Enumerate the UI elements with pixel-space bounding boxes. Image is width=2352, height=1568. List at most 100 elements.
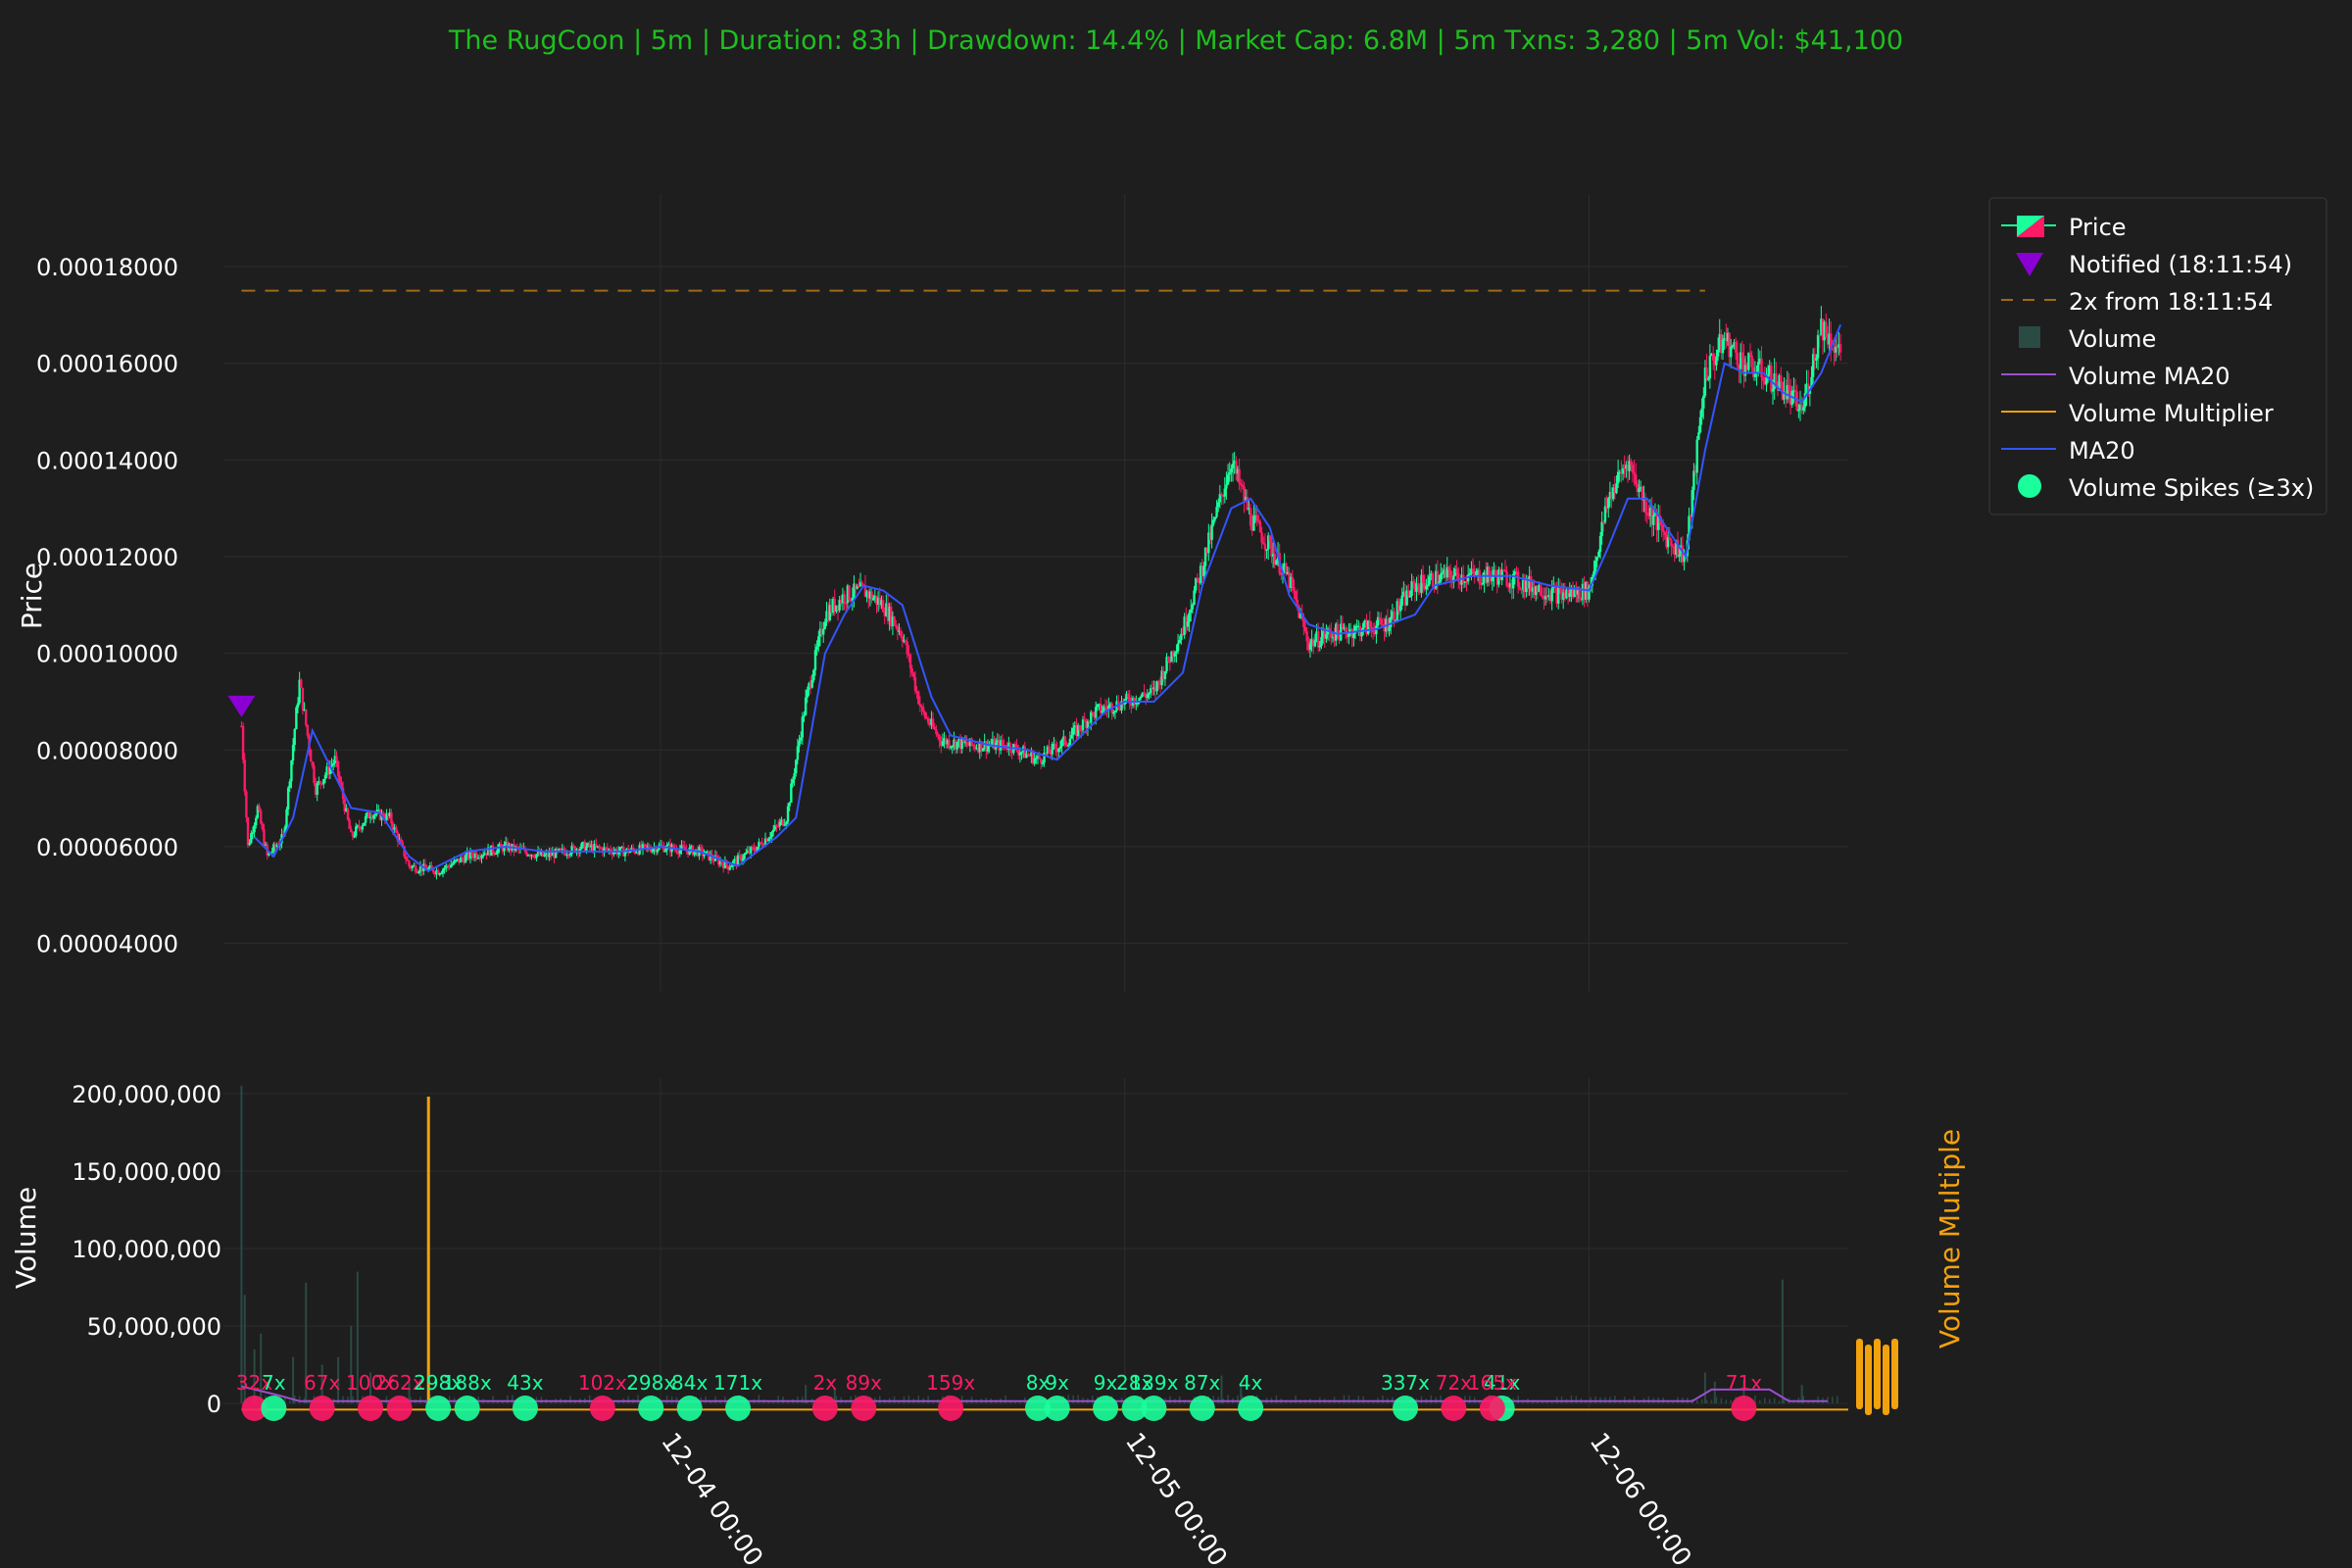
candle-body	[1573, 588, 1576, 598]
candle-body	[781, 819, 785, 826]
candle-body	[1091, 711, 1095, 714]
candle-body	[1495, 575, 1498, 585]
candle-body	[1402, 591, 1405, 596]
candle-body	[1802, 407, 1805, 411]
candle-body	[480, 855, 483, 858]
candle-body	[965, 741, 968, 746]
candle-body	[1726, 332, 1730, 342]
candle-body	[1421, 574, 1425, 583]
candle-body	[1515, 570, 1518, 573]
candle-body	[1621, 467, 1625, 474]
volume-multiplier-marker	[1883, 1345, 1889, 1415]
candle-body	[1655, 513, 1658, 530]
candle-body	[1405, 590, 1408, 606]
candle-body	[1595, 557, 1598, 562]
candle-body	[954, 739, 957, 750]
volume-spike-label: 100x	[346, 1371, 395, 1395]
candle-body	[1636, 484, 1640, 493]
volume-spike-label: 337x	[1381, 1371, 1430, 1395]
candle-body	[1439, 573, 1443, 582]
candle-body	[993, 739, 996, 750]
candle-body	[316, 783, 318, 795]
candle-body	[949, 746, 953, 749]
legend-item-price: Price	[2001, 214, 2127, 241]
candle-body	[1353, 625, 1357, 634]
candle-body	[938, 735, 941, 742]
volume-spike-dot	[1731, 1396, 1757, 1421]
candle-body	[359, 827, 363, 830]
candle-body	[546, 853, 550, 858]
candle-body	[366, 812, 368, 816]
candle-body	[1183, 616, 1186, 635]
candle-body	[1235, 461, 1238, 474]
candle-body	[1118, 708, 1122, 710]
candle-body	[1528, 576, 1531, 589]
candle-body	[286, 787, 290, 809]
candle-body	[393, 827, 396, 830]
candle-body	[373, 813, 377, 816]
candle-body	[1028, 755, 1031, 757]
candle-body	[1707, 378, 1710, 380]
candle-body	[980, 741, 983, 752]
volume-spike-label: 84x	[671, 1371, 708, 1395]
candle-body	[290, 760, 293, 782]
candle-body	[309, 750, 313, 762]
candle-body	[935, 729, 938, 734]
candle-body	[868, 591, 872, 599]
candle-body	[1555, 587, 1558, 604]
candle-body	[1368, 620, 1372, 627]
candle-body	[1096, 705, 1100, 708]
candle-body	[486, 847, 490, 856]
candle-body	[773, 825, 777, 830]
candle-body	[1465, 581, 1468, 583]
candle-body	[1763, 380, 1766, 385]
candle-body	[1389, 616, 1393, 627]
candle-body	[448, 866, 451, 868]
candle-body	[388, 812, 391, 817]
candle-body	[485, 853, 488, 856]
candle-body	[625, 848, 628, 852]
candle-body	[1260, 532, 1263, 543]
candle-body	[791, 779, 795, 784]
candle-body	[445, 864, 448, 868]
candle-body	[470, 851, 473, 857]
candle-body	[1221, 495, 1225, 497]
candle-body	[1333, 636, 1336, 641]
candle-body	[873, 595, 877, 599]
candle-body	[372, 815, 375, 819]
candle-body	[1805, 383, 1808, 394]
price-ytick-label: 0.00008000	[36, 737, 178, 764]
candle-body	[722, 863, 725, 869]
candle-body	[1248, 508, 1250, 511]
candle-body	[776, 825, 780, 828]
candle-body	[596, 846, 600, 848]
candle-body	[1215, 507, 1218, 517]
candle-body	[1603, 506, 1607, 522]
candle-body	[314, 782, 318, 795]
candle-body	[920, 706, 923, 709]
candle-body	[1733, 342, 1736, 346]
candle-body	[1108, 703, 1112, 706]
candle-body	[1294, 591, 1298, 600]
candle-body	[1365, 620, 1368, 634]
candle-body	[835, 605, 838, 612]
candle-body	[472, 856, 475, 858]
candle-body	[1483, 571, 1486, 583]
candle-body	[1160, 670, 1163, 686]
candle-body	[1807, 383, 1810, 394]
candle-body	[443, 867, 446, 870]
candle-body	[1194, 577, 1198, 591]
candle-body	[1067, 744, 1070, 747]
candle-body	[1552, 586, 1555, 589]
candle-body	[1112, 711, 1115, 714]
candle-body	[1243, 486, 1246, 502]
candle-body	[1078, 725, 1081, 731]
candle-body	[1711, 353, 1715, 361]
candle-body	[912, 672, 915, 678]
candle-body	[675, 849, 678, 853]
candle-body	[1448, 569, 1452, 578]
candle-body	[1600, 521, 1603, 536]
candle-body	[780, 819, 783, 822]
candle-body	[1523, 579, 1526, 593]
candle-body	[1253, 514, 1257, 517]
